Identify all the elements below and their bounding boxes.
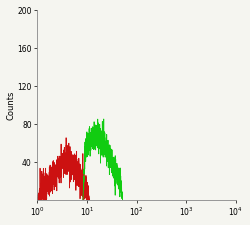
Y-axis label: Counts: Counts bbox=[7, 91, 16, 120]
